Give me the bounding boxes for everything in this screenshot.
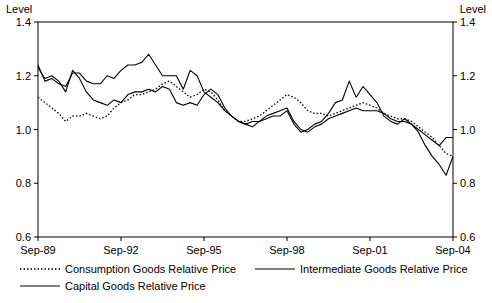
y-tick-label: 1.2 (16, 70, 31, 82)
y-axis-label: Level (6, 3, 32, 15)
y2-tick (453, 237, 457, 238)
y-tick (34, 183, 38, 184)
y2-tick (453, 75, 457, 76)
x-tick (287, 237, 288, 241)
series-line (38, 54, 453, 175)
x-tick (204, 237, 205, 241)
x-tick (370, 237, 371, 241)
y-tick (34, 237, 38, 238)
y2-tick-label: 0.8 (460, 177, 475, 189)
y-tick-label: 1.0 (16, 124, 31, 136)
x-tick-label: Sep-92 (103, 244, 138, 256)
x-tick-label: Sep-95 (186, 244, 221, 256)
legend-label: Intermediate Goods Relative Price (300, 263, 468, 275)
x-tick-label: Sep-98 (269, 244, 304, 256)
legend-swatch (20, 268, 60, 269)
series-line (38, 68, 453, 146)
y-tick (34, 22, 38, 23)
x-tick (38, 237, 39, 241)
y2-tick-label: 1.2 (460, 70, 475, 82)
y2-tick-label: 1.4 (460, 16, 475, 28)
y2-axis-label: Level (460, 3, 486, 15)
chart: 0.60.81.01.21.40.60.81.01.21.4LevelLevel… (0, 0, 492, 303)
y-tick (34, 129, 38, 130)
legend-label: Capital Goods Relative Price (65, 280, 206, 292)
x-tick-label: Sep-01 (352, 244, 387, 256)
legend-label: Consumption Goods Relative Price (65, 263, 236, 275)
x-tick (453, 237, 454, 241)
x-tick-label: Sep-89 (20, 244, 55, 256)
legend-swatch (20, 285, 60, 286)
series-group (38, 54, 453, 175)
y-tick-label: 1.4 (16, 16, 31, 28)
y-tick-label: 0.8 (16, 177, 31, 189)
y-tick (34, 75, 38, 76)
y2-tick (453, 22, 457, 23)
y2-tick-label: 1.0 (460, 124, 475, 136)
y-tick-label: 0.6 (16, 231, 31, 243)
legend-swatch (255, 268, 295, 269)
plot-frame (38, 22, 453, 237)
x-tick (121, 237, 122, 241)
y2-tick (453, 183, 457, 184)
y2-tick (453, 129, 457, 130)
x-tick-label: Sep-04 (435, 244, 470, 256)
y2-tick-label: 0.6 (460, 231, 475, 243)
